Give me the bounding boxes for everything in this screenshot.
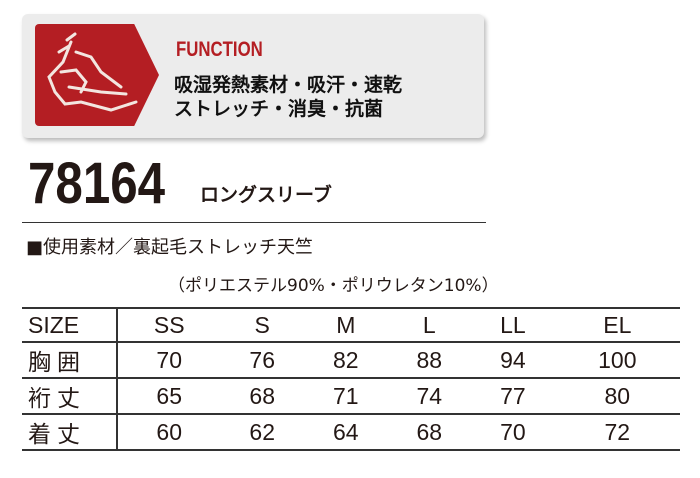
value-cell: 64: [304, 413, 388, 451]
value-cell: 70: [471, 413, 555, 451]
size-header: SIZE: [22, 307, 118, 342]
value-cell: 82: [304, 341, 388, 378]
function-line-1: 吸湿発熱素材・吸汗・速乾: [174, 74, 403, 96]
size-cell: EL: [554, 307, 680, 342]
table-header-row: SIZE SS S M L LL EL: [22, 307, 680, 342]
value-cell: 70: [117, 341, 221, 378]
value-cell: 62: [220, 413, 304, 451]
value-cell: 65: [117, 377, 221, 414]
table-row: 裄丈 65 68 71 74 77 80: [22, 377, 680, 414]
value-cell: 77: [471, 377, 555, 414]
row-label: 裄丈: [22, 377, 118, 414]
value-cell: 68: [220, 377, 304, 414]
size-cell: M: [304, 307, 388, 342]
table-row: 胸囲 70 76 82 88 94 100: [22, 341, 680, 378]
value-cell: 100: [554, 341, 680, 378]
material-composition: （ポリエステル90%・ポリウレタン10%）: [168, 276, 499, 296]
value-cell: 68: [387, 413, 472, 451]
value-cell: 60: [117, 413, 221, 451]
size-cell: LL: [471, 307, 555, 342]
function-line-2: ストレッチ・消臭・抗菌: [174, 98, 384, 120]
size-cell: SS: [117, 307, 221, 342]
value-cell: 94: [471, 341, 555, 378]
material-label: ■使用素材／裏起毛ストレッチ天竺: [26, 237, 314, 258]
divider: [22, 222, 486, 223]
size-cell: L: [387, 307, 472, 342]
product-name: ロングスリーブ: [200, 184, 332, 206]
dragon-icon: [47, 32, 138, 112]
row-label: 胸囲: [22, 341, 118, 378]
value-cell: 76: [220, 341, 304, 378]
function-badge: [35, 24, 159, 126]
row-label: 着丈: [22, 413, 118, 451]
size-table: SIZE SS S M L LL EL 胸囲 70 76 82 88 94 10…: [22, 307, 680, 451]
value-cell: 72: [554, 413, 680, 451]
value-cell: 88: [387, 341, 472, 378]
size-cell: S: [220, 307, 304, 342]
function-title: FUNCTION: [176, 38, 263, 61]
value-cell: 74: [387, 377, 472, 414]
value-cell: 80: [554, 377, 680, 414]
product-number: 78164: [28, 151, 166, 216]
table-row: 着丈 60 62 64 68 70 72: [22, 413, 680, 451]
value-cell: 71: [304, 377, 388, 414]
